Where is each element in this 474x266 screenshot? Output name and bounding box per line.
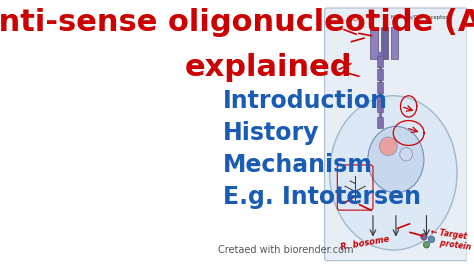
Text: explained: explained <box>185 53 352 82</box>
FancyBboxPatch shape <box>377 82 383 93</box>
Text: History: History <box>223 121 319 145</box>
Text: ← Target
    protein: ← Target protein <box>429 227 473 252</box>
FancyBboxPatch shape <box>391 27 399 59</box>
Text: R. bosome: R. bosome <box>340 235 390 252</box>
Ellipse shape <box>330 96 457 250</box>
FancyBboxPatch shape <box>377 117 383 128</box>
Ellipse shape <box>423 242 429 248</box>
Text: Introduction: Introduction <box>223 89 388 113</box>
FancyBboxPatch shape <box>377 101 383 112</box>
Text: ASO: ASO <box>345 17 358 22</box>
Text: E.g. Intotersen: E.g. Intotersen <box>223 185 421 209</box>
Text: Anti-sense oligonucleotide (ASOs): Anti-sense oligonucleotide (ASOs) <box>0 8 474 37</box>
Text: Cretaed with biorender.com: Cretaed with biorender.com <box>218 245 353 255</box>
FancyBboxPatch shape <box>370 27 378 59</box>
FancyBboxPatch shape <box>377 56 383 66</box>
FancyBboxPatch shape <box>377 69 383 80</box>
FancyBboxPatch shape <box>377 96 383 106</box>
Ellipse shape <box>421 234 427 240</box>
Ellipse shape <box>400 148 412 161</box>
Text: Nucleus/Cell receptor: Nucleus/Cell receptor <box>391 15 447 20</box>
Ellipse shape <box>379 137 397 156</box>
FancyBboxPatch shape <box>381 27 388 59</box>
Ellipse shape <box>368 126 424 193</box>
Text: Mechanism: Mechanism <box>223 153 373 177</box>
FancyBboxPatch shape <box>325 8 467 261</box>
Ellipse shape <box>428 236 435 243</box>
